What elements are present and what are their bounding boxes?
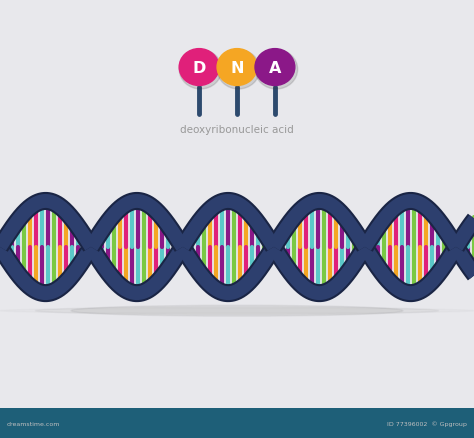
Circle shape	[255, 49, 295, 86]
Text: deoxyribonucleic acid: deoxyribonucleic acid	[180, 124, 294, 134]
Circle shape	[217, 50, 260, 90]
Circle shape	[217, 49, 257, 86]
Circle shape	[179, 49, 219, 86]
Text: D: D	[192, 60, 206, 75]
Text: dreamstime.com: dreamstime.com	[7, 420, 61, 426]
Text: A: A	[269, 60, 281, 75]
Circle shape	[255, 50, 298, 90]
Bar	[0, 408, 474, 438]
Text: ID 77396002  © Gpgroup: ID 77396002 © Gpgroup	[387, 420, 467, 426]
Ellipse shape	[71, 306, 403, 316]
Circle shape	[179, 50, 222, 90]
Ellipse shape	[36, 307, 438, 315]
Text: N: N	[230, 60, 244, 75]
